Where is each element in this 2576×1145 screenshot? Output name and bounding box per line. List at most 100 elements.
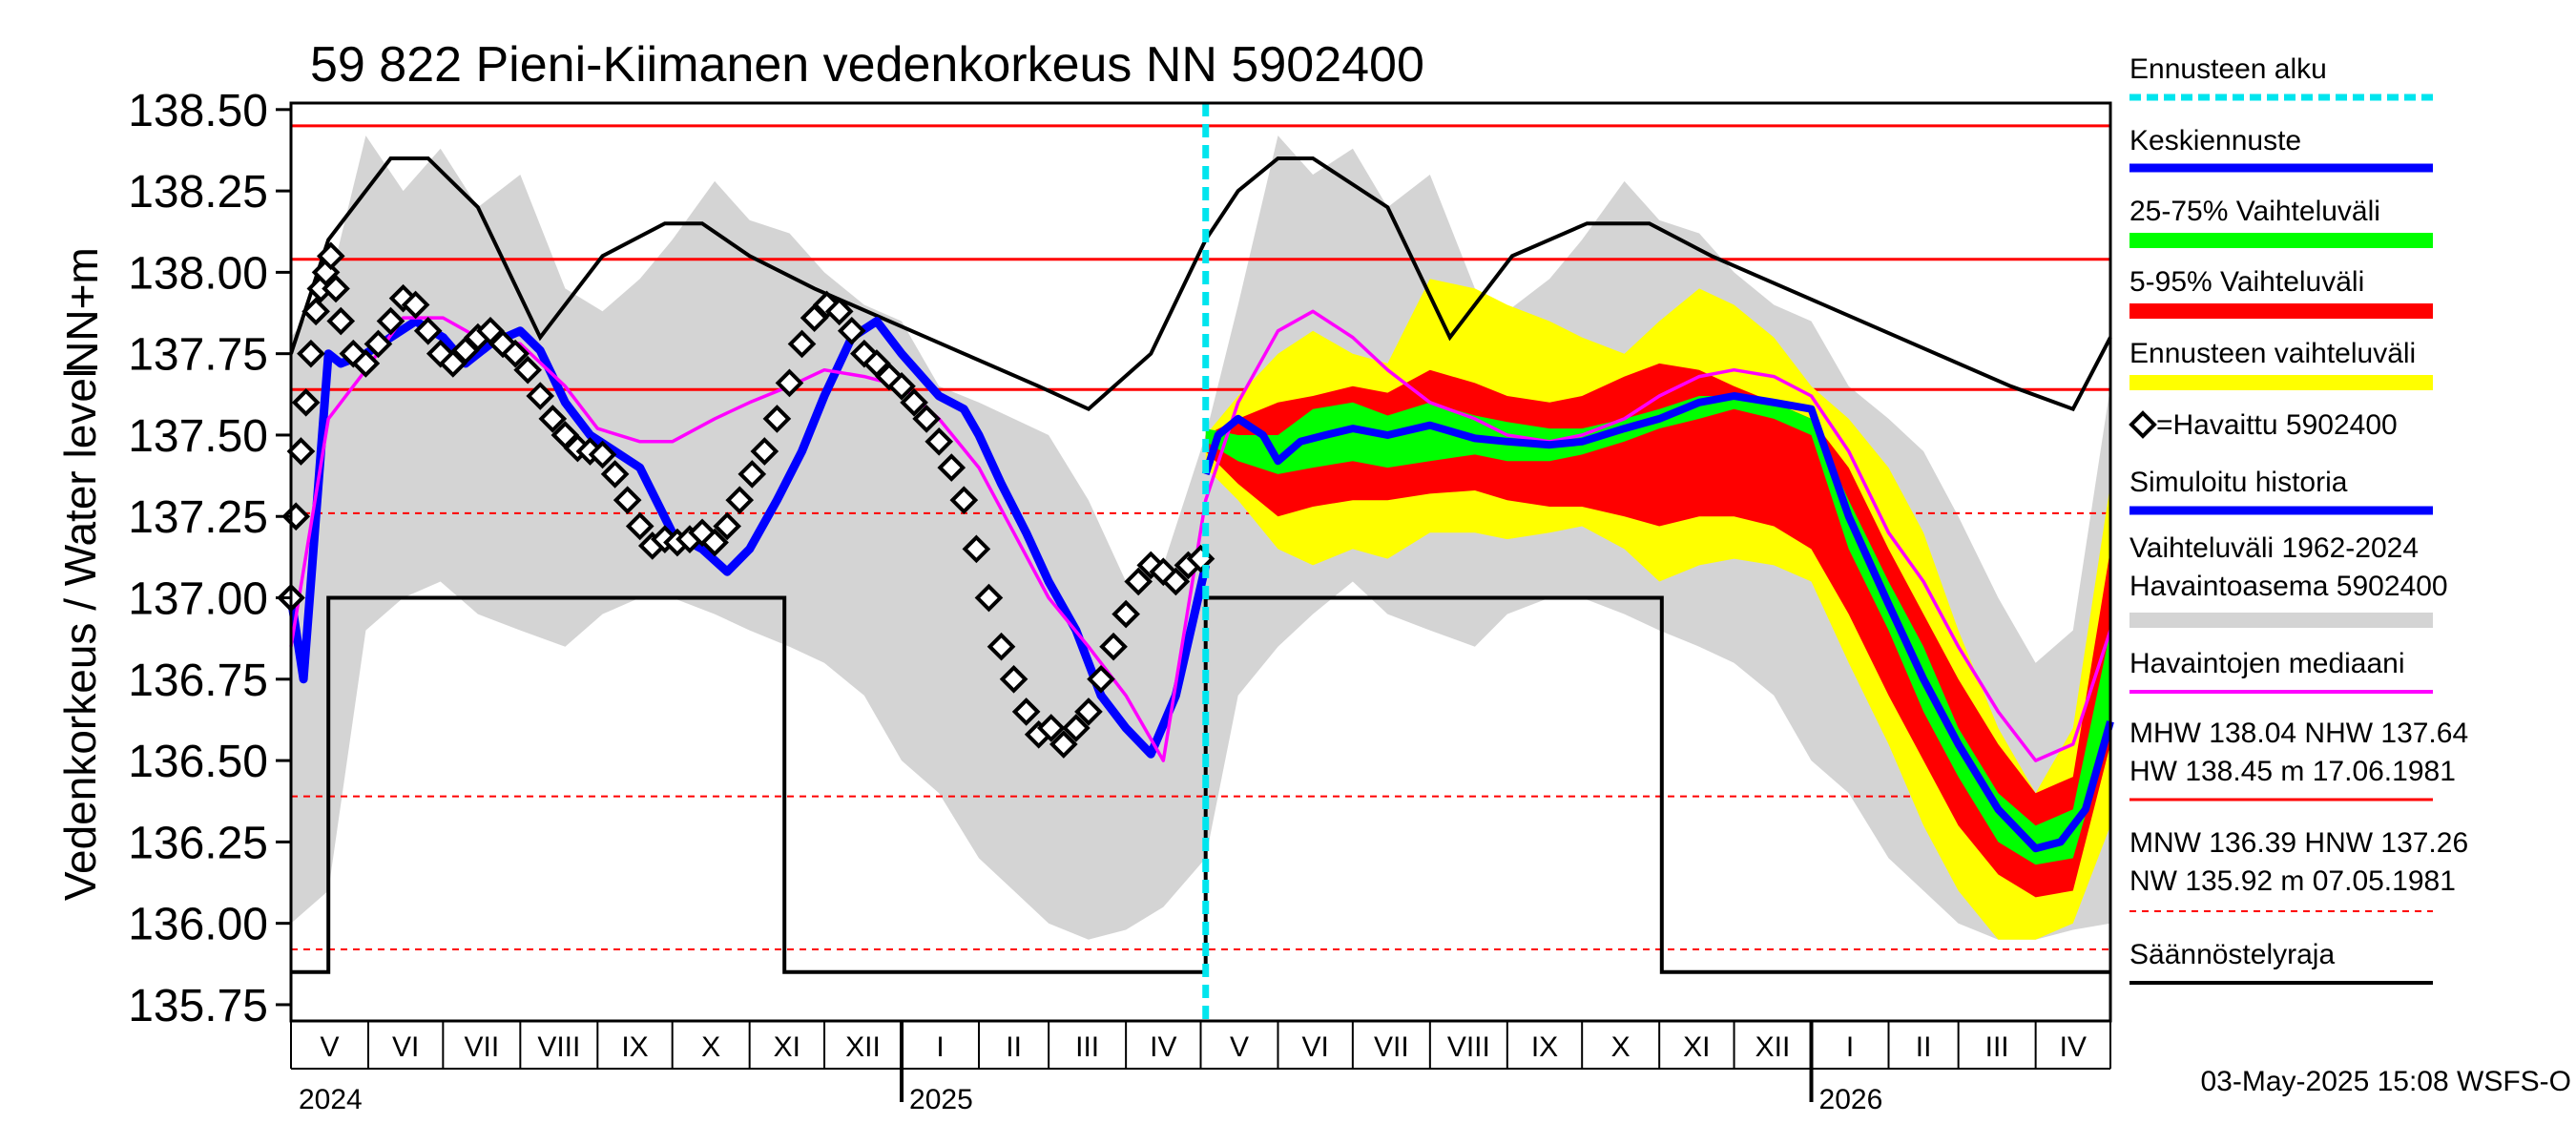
observed-point bbox=[351, 349, 381, 378]
month-label: XII bbox=[845, 1031, 881, 1063]
y-axis-label: Vedenkorkeus / Water level bbox=[55, 368, 105, 901]
y-axis-unit: NN+m bbox=[57, 247, 107, 373]
observed-point bbox=[1099, 632, 1128, 661]
observed-point bbox=[700, 528, 729, 557]
month-label: VI bbox=[392, 1031, 419, 1063]
month-label: VII bbox=[1374, 1031, 1409, 1063]
y-tick-label: 136.25 bbox=[128, 818, 268, 868]
observed-point bbox=[513, 355, 542, 385]
observed-point bbox=[538, 405, 568, 433]
regulation-limit-upper bbox=[289, 156, 2112, 412]
observed-point bbox=[962, 534, 991, 564]
observed-point bbox=[526, 382, 555, 410]
y-tick-label: 137.75 bbox=[128, 330, 268, 381]
legend-mnw-line1: MNW 136.39 HNW 137.26 bbox=[2129, 827, 2468, 859]
observed-point bbox=[326, 306, 356, 336]
observed-point bbox=[286, 437, 316, 466]
month-label: IX bbox=[621, 1031, 648, 1063]
month-label: IV bbox=[1150, 1031, 1176, 1063]
observed-point bbox=[311, 258, 341, 287]
observed-point bbox=[737, 460, 767, 489]
observed-point bbox=[837, 316, 866, 345]
observed-point bbox=[297, 339, 325, 368]
month-label: I bbox=[1846, 1031, 1854, 1063]
month-label: V bbox=[1230, 1031, 1249, 1063]
month-label: VI bbox=[1301, 1031, 1328, 1063]
observed-point bbox=[388, 283, 418, 313]
observed-point bbox=[750, 437, 779, 466]
observed-point bbox=[912, 405, 941, 433]
observed-point bbox=[762, 405, 792, 433]
month-label: I bbox=[936, 1031, 944, 1063]
observed-median-line bbox=[289, 309, 2112, 762]
observed-point bbox=[1011, 697, 1041, 726]
month-label: XII bbox=[1755, 1031, 1791, 1063]
legend-mhw-line1: MHW 138.04 NHW 137.64 bbox=[2129, 718, 2468, 749]
observed-point bbox=[625, 511, 654, 541]
observed-point bbox=[1036, 714, 1066, 742]
observed-point bbox=[301, 297, 330, 326]
y-tick-label: 136.00 bbox=[128, 900, 268, 950]
month-label: II bbox=[1916, 1031, 1932, 1063]
observed-point bbox=[1049, 730, 1078, 759]
legend-band-5-95-label: 5-95% Vaihteluväli bbox=[2129, 266, 2364, 298]
observed-point bbox=[987, 632, 1016, 661]
month-label: XI bbox=[774, 1031, 800, 1063]
y-tick-label: 137.25 bbox=[128, 492, 268, 543]
observed-point bbox=[824, 297, 854, 326]
month-label: VIII bbox=[1447, 1031, 1490, 1063]
observed-point bbox=[900, 388, 928, 417]
observed-point bbox=[401, 290, 430, 320]
observed-point bbox=[613, 486, 642, 515]
observed-point bbox=[413, 316, 443, 345]
regulation-limit-lower bbox=[291, 595, 2110, 974]
observed-point bbox=[924, 427, 954, 456]
observed-point bbox=[949, 486, 979, 515]
legend-simulated-label: Simuloitu historia bbox=[2129, 467, 2348, 498]
observed-point bbox=[787, 329, 817, 359]
month-label: IX bbox=[1531, 1031, 1558, 1063]
y-tick-label: 137.50 bbox=[128, 411, 268, 462]
mean-forecast-line bbox=[1201, 392, 2114, 853]
month-label: X bbox=[701, 1031, 720, 1063]
observed-point bbox=[974, 583, 1004, 613]
observed-point bbox=[376, 306, 405, 336]
month-label: II bbox=[1006, 1031, 1022, 1063]
month-label: V bbox=[320, 1031, 339, 1063]
observed-point bbox=[1062, 714, 1091, 742]
month-label: X bbox=[1611, 1031, 1631, 1063]
observed-point bbox=[999, 664, 1028, 694]
observed-point bbox=[322, 274, 350, 303]
chart-title: 59 822 Pieni-Kiimanen vedenkorkeus NN 59… bbox=[310, 37, 1424, 93]
observed-point bbox=[588, 440, 617, 469]
month-label: XI bbox=[1683, 1031, 1710, 1063]
y-tick-label: 138.25 bbox=[128, 167, 268, 218]
y-tick-label: 136.75 bbox=[128, 656, 268, 706]
observed-point bbox=[725, 486, 755, 515]
legend-median-label: Havaintojen mediaani bbox=[2129, 648, 2405, 679]
observed-point bbox=[887, 371, 916, 401]
y-tick-label: 136.50 bbox=[128, 737, 268, 787]
legend-mean-forecast-label: Keskiennuste bbox=[2129, 125, 2301, 156]
observed-point bbox=[316, 241, 345, 271]
y-tick-label: 138.50 bbox=[128, 86, 268, 136]
observed-point bbox=[775, 368, 804, 398]
observed-point bbox=[812, 290, 841, 320]
observed-point bbox=[501, 339, 530, 368]
simulated-history-line bbox=[286, 317, 1211, 759]
observed-point bbox=[1161, 567, 1191, 596]
month-label: III bbox=[1075, 1031, 1099, 1063]
observed-point bbox=[364, 329, 393, 359]
observed-point bbox=[600, 460, 630, 489]
observed-point bbox=[1124, 567, 1153, 596]
y-tick-label: 135.75 bbox=[128, 981, 268, 1031]
observed-point bbox=[1074, 697, 1103, 726]
observed-point bbox=[1087, 664, 1115, 694]
y-tick-label: 138.00 bbox=[128, 248, 268, 299]
month-label: III bbox=[1985, 1031, 2009, 1063]
legend-mhw-line2: HW 138.45 m 17.06.1981 bbox=[2129, 756, 2456, 787]
legend-historical-range-label-2: Havaintoasema 5902400 bbox=[2129, 571, 2448, 602]
legend-forecast-start-label: Ennusteen alku bbox=[2129, 53, 2327, 85]
legend-observed-marker bbox=[2129, 410, 2157, 439]
